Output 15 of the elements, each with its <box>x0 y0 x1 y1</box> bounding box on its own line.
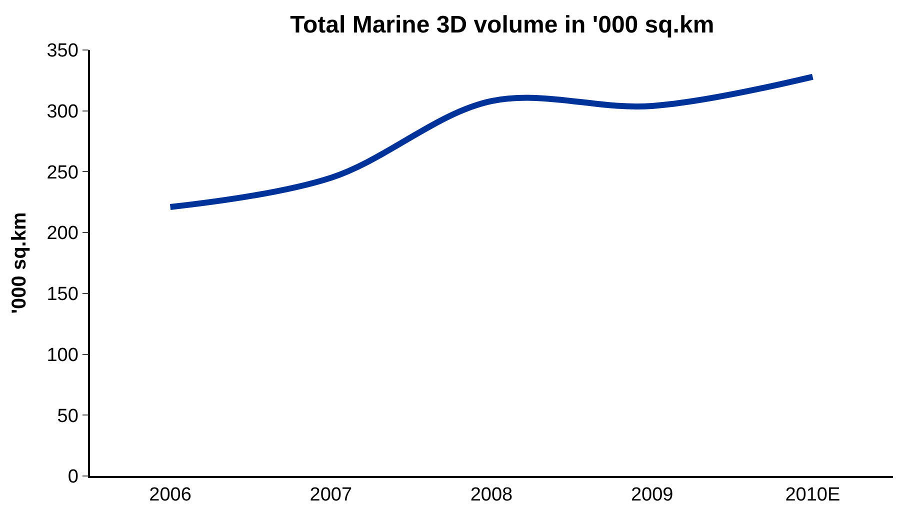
y-tick-label: 0 <box>68 466 78 488</box>
y-tick-label: 150 <box>46 284 78 306</box>
y-tick-label: 200 <box>46 223 78 244</box>
y-tick-label: 250 <box>46 162 78 184</box>
x-tick-label: 2006 <box>149 484 192 506</box>
x-tick-label: 2008 <box>470 484 513 506</box>
y-tick-label: 300 <box>46 102 78 123</box>
y-tick-label: 100 <box>46 344 78 366</box>
x-tick-label: 2007 <box>310 484 352 506</box>
y-tick-label: 50 <box>57 406 78 427</box>
y-tick-label: 350 <box>46 40 78 62</box>
y-axis-title: '000 sq.km <box>8 212 31 314</box>
chart-title: Total Marine 3D volume in '000 sq.km <box>290 12 714 39</box>
x-tick-label: 2010E <box>785 484 840 506</box>
x-tick-label: 2009 <box>630 484 674 506</box>
